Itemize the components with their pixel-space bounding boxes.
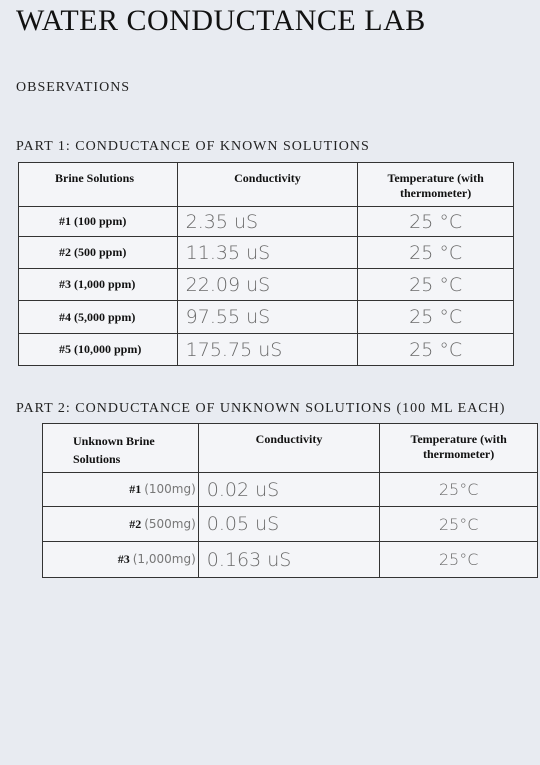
- section-heading: PART 1: CONDUCTANCE OF KNOWN SOLUTIONS: [16, 139, 370, 154]
- solution-label: #3 (1,000 ppm): [18, 268, 178, 301]
- temperature: 25 °C: [357, 236, 514, 269]
- table-row: #2 (500mg) 0.05 uS 25°C: [42, 506, 538, 542]
- column-header: Unknown Brine Solutions: [42, 423, 199, 473]
- solution-label: #2: [129, 516, 142, 531]
- table-row: #3 (1,000mg) 0.163 uS 25°C: [42, 541, 538, 578]
- column-header: Brine Solutions: [18, 162, 178, 207]
- solution-cell: #3 (1,000mg): [42, 541, 199, 578]
- title: WATER CONDUCTANCE LAB: [16, 4, 426, 37]
- table-row: #2 (500 ppm) 11.35 uS 25 °C: [18, 236, 514, 269]
- temperature: 25 °C: [357, 333, 514, 366]
- temperature: 25°C: [379, 541, 538, 578]
- solution-label: #3: [117, 552, 130, 566]
- solution-label: #5 (10,000 ppm): [18, 333, 178, 366]
- solution-label: #1: [129, 482, 142, 496]
- solution-label: #4 (5,000 ppm): [18, 300, 178, 334]
- solution-cell: #1 (100mg): [42, 472, 199, 507]
- mass-note: (1,000mg): [132, 552, 196, 566]
- table-row: #4 (5,000 ppm) 97.55 uS 25 °C: [18, 300, 514, 334]
- conductivity: 22.09 uS: [176, 268, 359, 301]
- conductivity: 175.75 uS: [176, 333, 359, 366]
- table-row: #5 (10,000 ppm) 175.75 uS 25 °C: [18, 333, 514, 366]
- table-row: #1 (100mg) 0.02 uS 25°C: [42, 472, 538, 507]
- column-header: Conductivity: [197, 423, 381, 473]
- temperature: 25 °C: [357, 300, 514, 334]
- temperature: 25 °C: [357, 206, 514, 237]
- mass-note: (500mg): [144, 516, 196, 531]
- solution-cell: #2 (500mg): [42, 506, 199, 542]
- conductivity: 0.02 uS: [197, 472, 381, 507]
- conductivity: 11.35 uS: [176, 236, 359, 269]
- table-row: #1 (100 ppm) 2.35 uS 25 °C: [18, 206, 514, 237]
- mass-note: (100mg): [144, 482, 196, 496]
- temperature: 25 °C: [357, 268, 514, 301]
- column-header: Temperature (with thermometer): [357, 162, 514, 207]
- subtitle: OBSERVATIONS: [16, 80, 131, 95]
- conductivity: 2.35 uS: [176, 206, 359, 237]
- conductivity: 97.55 uS: [176, 300, 359, 334]
- temperature: 25°C: [379, 472, 538, 507]
- section-heading: PART 2: CONDUCTANCE OF UNKNOWN SOLUTIONS…: [16, 401, 506, 416]
- table-known: Brine Solutions Conductivity Temperature…: [18, 162, 514, 366]
- conductivity: 0.163 uS: [197, 541, 381, 578]
- table-unknown: Unknown Brine Solutions Conductivity Tem…: [42, 423, 538, 578]
- column-header: Conductivity: [176, 162, 359, 207]
- solution-label: #1 (100 ppm): [18, 206, 178, 237]
- column-header: Temperature (with thermometer): [379, 423, 538, 473]
- table-row: #3 (1,000 ppm) 22.09 uS 25 °C: [18, 268, 514, 301]
- temperature: 25°C: [379, 506, 538, 542]
- solution-label: #2 (500 ppm): [18, 236, 178, 269]
- conductivity: 0.05 uS: [197, 506, 381, 542]
